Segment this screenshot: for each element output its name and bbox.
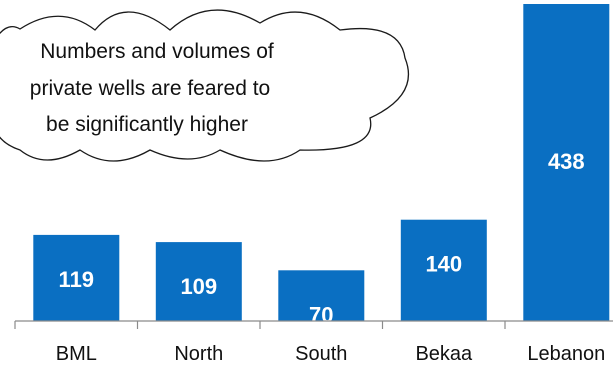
tick-label-bekaa: Bekaa xyxy=(415,343,473,365)
bar-bml xyxy=(33,234,120,321)
data-label-bml: 119 xyxy=(59,267,95,292)
tick-label-bml: BML xyxy=(56,343,97,365)
data-label-lebanon: 438 xyxy=(548,149,585,174)
annotation-line-1: Numbers and volumes of xyxy=(40,40,274,63)
cloud-shape xyxy=(0,9,410,162)
data-label-north: 109 xyxy=(180,274,217,299)
x-axis-tick-labels: BML North South Bekaa Lebanon xyxy=(56,343,605,365)
bar-bekaa xyxy=(400,219,487,321)
tick-label-north: North xyxy=(174,343,223,365)
bars-group xyxy=(33,4,610,321)
annotation-cloud: Numbers and volumes of private wells are… xyxy=(0,9,410,162)
annotation-line-3: be significantly higher xyxy=(46,113,248,136)
data-label-south: 70 xyxy=(309,302,333,327)
annotation-line-2: private wells are feared to xyxy=(30,77,270,100)
tick-label-lebanon: Lebanon xyxy=(527,343,605,365)
bar-south xyxy=(278,270,365,321)
data-label-bekaa: 140 xyxy=(425,252,462,277)
x-axis-ticks xyxy=(14,321,506,329)
bar-labels-group: 119 109 70 140 438 xyxy=(59,149,585,327)
bar-lebanon xyxy=(523,4,610,321)
tick-label-south: South xyxy=(295,343,347,365)
bar-north xyxy=(155,242,242,321)
